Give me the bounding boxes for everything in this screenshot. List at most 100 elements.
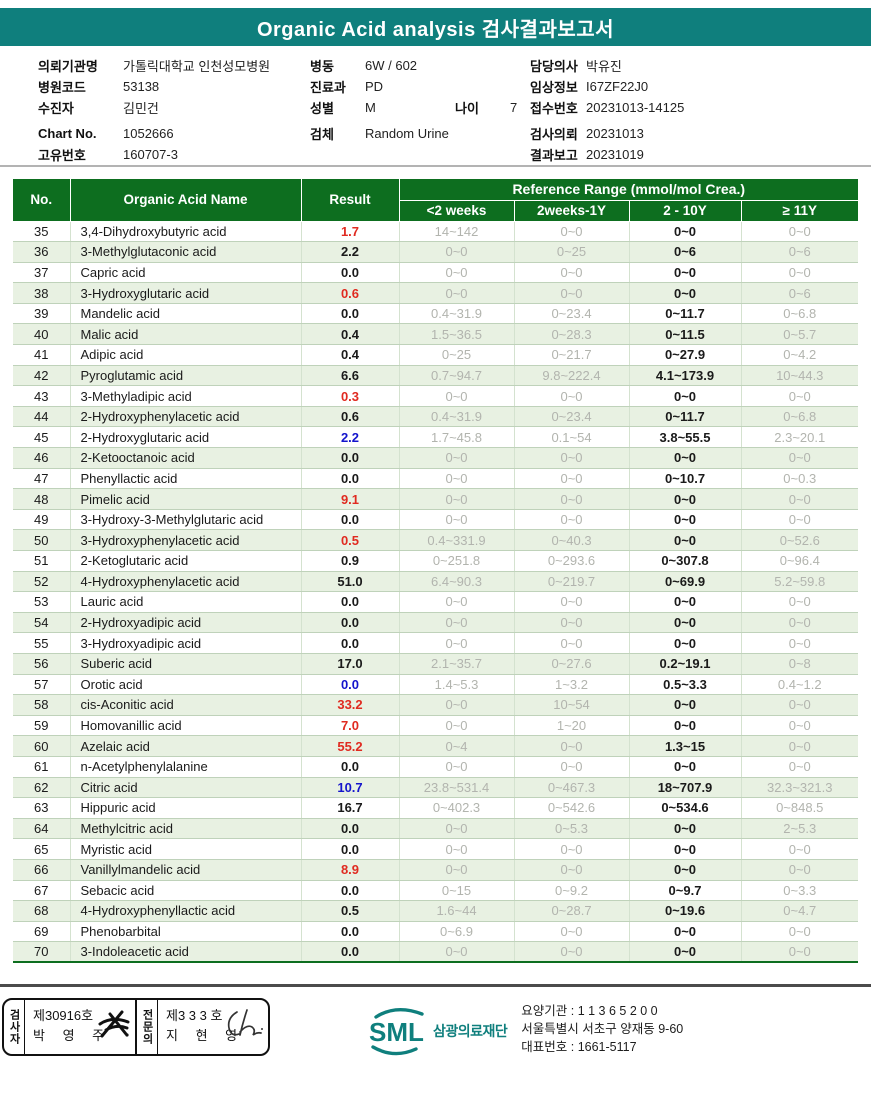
- cell-range-0: 0~6.9: [398, 921, 515, 943]
- cell-range-3: 0~0: [740, 612, 858, 634]
- cell-acid-name: Suberic acid: [69, 653, 302, 675]
- cell-no: 53: [13, 591, 71, 613]
- cell-result: 6.6: [300, 365, 400, 387]
- cell-range-1: 0~219.7: [513, 571, 630, 593]
- cell-range-2: 0~27.9: [628, 344, 742, 366]
- col-header-reference-range: Reference Range (mmol/mol Crea.): [398, 179, 858, 201]
- cell-no: 56: [13, 653, 71, 675]
- cell-range-0: 0~0: [398, 941, 515, 964]
- cell-range-1: 0~0: [513, 447, 630, 469]
- cell-range-2: 0~0: [628, 529, 742, 551]
- cell-no: 40: [13, 323, 71, 346]
- cell-range-1: 9.8~222.4: [513, 365, 630, 387]
- cell-range-0: 0~0: [398, 632, 515, 654]
- cell-range-2: 0~0: [628, 221, 742, 243]
- org-name: 삼광의료재단: [433, 1023, 508, 1040]
- col-header-2-10y: 2 - 10Y: [628, 199, 742, 222]
- cell-range-2: 0~0: [628, 612, 742, 634]
- cell-range-0: 2.1~35.7: [398, 653, 515, 675]
- cell-range-3: 0~0: [740, 488, 858, 510]
- info-label: 고유번호: [38, 148, 86, 163]
- cell-acid-name: Mandelic acid: [69, 303, 302, 325]
- cell-range-3: 0~0: [740, 735, 858, 757]
- cell-acid-name: Orotic acid: [69, 674, 302, 696]
- table-row: 52 4-Hydroxyphenylacetic acid 51.0 6.4~90.3…: [13, 571, 858, 593]
- info-value: 1052666: [123, 126, 174, 141]
- table-row: 45 2-Hydroxyglutaric acid 2.2 1.7~45.8 0.1~5…: [13, 426, 858, 449]
- cell-range-2: 0~0: [628, 632, 742, 654]
- cell-no: 47: [13, 468, 71, 490]
- lab-info-line: 대표번호 : 1661-5117: [521, 1040, 637, 1055]
- cell-result: 0.0: [300, 818, 400, 840]
- cell-result: 16.7: [300, 797, 400, 819]
- cell-range-0: 1.6~44: [398, 900, 515, 922]
- cell-range-1: 10~54: [513, 694, 630, 716]
- cell-range-3: 10~44.3: [740, 365, 858, 387]
- table-row: 43 3-Methyladipic acid 0.3 0~0 0~0 0~0 0~0: [13, 385, 858, 407]
- cell-range-3: 0~0: [740, 694, 858, 716]
- cell-result: 0.6: [300, 406, 400, 428]
- cell-result: 0.0: [300, 632, 400, 654]
- specialist-signature-icon: [227, 1009, 263, 1037]
- cell-acid-name: 3-Hydroxy-3-Methylglutaric acid: [69, 509, 302, 531]
- cell-range-3: 0~8: [740, 653, 858, 675]
- info-value: PD: [365, 79, 384, 94]
- cell-no: 44: [13, 406, 71, 428]
- specialist-role-label: 전문의: [137, 1000, 158, 1055]
- table-row: 51 2-Ketoglutaric acid 0.9 0~251.8 0~293.6 0~…: [13, 550, 858, 572]
- cell-range-0: 0~0: [398, 715, 515, 737]
- cell-range-1: 0~9.2: [513, 880, 630, 902]
- cell-result: 0.6: [300, 282, 400, 304]
- cell-range-2: 0~0: [628, 262, 742, 284]
- cell-range-3: 0~6.8: [740, 406, 858, 428]
- section-divider-line: [0, 165, 871, 167]
- cell-range-3: 0~96.4: [740, 550, 858, 572]
- table-row: 56 Suberic acid 17.0 2.1~35.7 0~27.6 0.2~19.1…: [13, 653, 858, 675]
- info-label: 나이: [455, 101, 479, 116]
- cell-range-1: 0~0: [513, 838, 630, 860]
- cell-acid-name: Myristic acid: [69, 838, 302, 860]
- cell-acid-name: 3-Methylglutaconic acid: [69, 241, 302, 263]
- cell-result: 0.0: [300, 612, 400, 634]
- cell-acid-name: 4-Hydroxyphenylacetic acid: [69, 571, 302, 593]
- table-row: 59 Homovanillic acid 7.0 0~0 1~20 0~0 0~0: [13, 715, 858, 737]
- table-row: 53 Lauric acid 0.0 0~0 0~0 0~0 0~0: [13, 591, 858, 613]
- cell-acid-name: cis-Aconitic acid: [69, 694, 302, 716]
- cell-acid-name: 3-Hydroxyphenylacetic acid: [69, 529, 302, 551]
- info-label: 병원코드: [38, 80, 86, 95]
- cell-no: 39: [13, 303, 71, 325]
- cell-result: 7.0: [300, 715, 400, 737]
- report-title-bar: Organic Acid analysis 검사결과보고서: [0, 8, 871, 46]
- cell-acid-name: 2-Ketooctanoic acid: [69, 447, 302, 469]
- info-row: 검사의뢰 20231013: [530, 123, 850, 144]
- lab-logo-block: SML 삼광의료재단: [366, 1006, 508, 1056]
- cell-range-3: 0~6.8: [740, 303, 858, 325]
- cell-range-3: 0~848.5: [740, 797, 858, 819]
- cell-range-1: 0~0: [513, 921, 630, 943]
- cell-range-1: 0~0: [513, 385, 630, 407]
- info-value: 김민건: [123, 101, 159, 116]
- cell-result: 0.0: [300, 674, 400, 696]
- cell-result: 0.5: [300, 900, 400, 922]
- table-row: 48 Pimelic acid 9.1 0~0 0~0 0~0 0~0: [13, 488, 858, 510]
- cell-range-1: 0~28.3: [513, 323, 630, 346]
- cell-range-2: 0~0: [628, 447, 742, 469]
- info-label: 임상정보: [530, 80, 578, 95]
- info-value: 7: [510, 100, 518, 115]
- cell-range-0: 0.4~31.9: [398, 303, 515, 325]
- cell-acid-name: Lauric acid: [69, 591, 302, 613]
- cell-range-3: 0~3.3: [740, 880, 858, 902]
- col-header-ge11y: ≥ 11Y: [740, 199, 858, 222]
- info-label: 수진자: [38, 101, 74, 116]
- cell-no: 36: [13, 241, 71, 263]
- info-label: 진료과: [310, 80, 346, 95]
- info-col-middle: 병동 6W / 602 진료과 PD 성별 M 나이 7 검체 Random Urine: [310, 55, 525, 144]
- cell-no: 61: [13, 756, 71, 778]
- cell-range-2: 0~534.6: [628, 797, 742, 819]
- cell-range-3: 0~6: [740, 282, 858, 304]
- cell-acid-name: Capric acid: [69, 262, 302, 284]
- cell-range-1: 0~23.4: [513, 303, 630, 325]
- cell-result: 0.0: [300, 921, 400, 943]
- info-row: 병원코드 53138: [38, 76, 303, 97]
- cell-no: 35: [13, 221, 71, 243]
